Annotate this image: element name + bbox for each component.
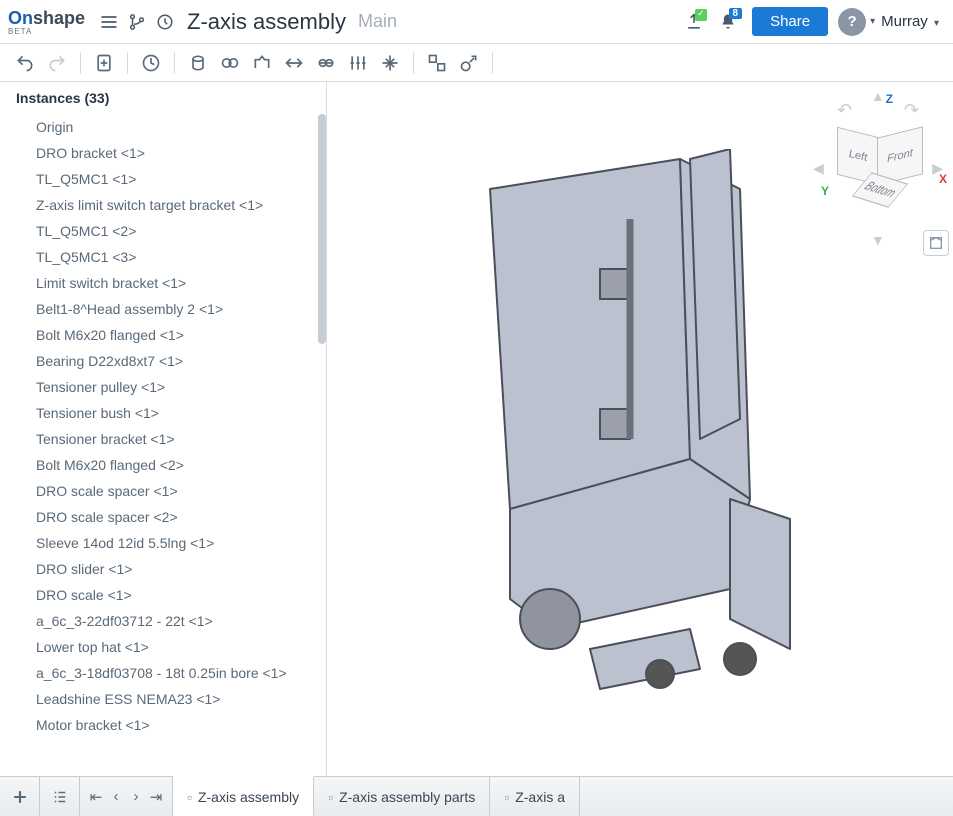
assembly-icon: ▫ xyxy=(187,789,192,805)
assembly-model[interactable] xyxy=(430,149,850,709)
view-settings-icon[interactable] xyxy=(923,230,949,256)
logo-on: On xyxy=(8,8,33,28)
tree-item[interactable]: DRO bracket <1> xyxy=(0,140,326,166)
scrollbar-track xyxy=(318,114,326,776)
tree-item[interactable]: Motor bracket <1> xyxy=(0,712,326,738)
view-cube[interactable]: ▲ ▼ ◀ ▶ ↶ ↷ Left Front Bottom Z X Y xyxy=(813,88,943,248)
last-tab-icon[interactable]: ⇥ xyxy=(146,788,166,806)
tab-assembly[interactable]: ▫ Z-axis assembly xyxy=(173,776,314,816)
tree-item[interactable]: Sleeve 14od 12id 5.5lng <1> xyxy=(0,530,326,556)
share-button[interactable]: Share xyxy=(752,7,828,36)
toolbar-separator xyxy=(413,52,414,74)
first-tab-icon[interactable]: ⇤ xyxy=(86,788,106,806)
instances-heading[interactable]: Instances (33) xyxy=(0,82,326,114)
branch-name[interactable]: Main xyxy=(358,11,397,32)
axis-z-label: Z xyxy=(886,92,893,106)
tab-label: Z-axis assembly xyxy=(198,789,299,805)
mate-revolute-button[interactable] xyxy=(247,48,277,78)
mate-fasten-button[interactable] xyxy=(215,48,245,78)
tab-label: Z-axis a xyxy=(515,789,565,805)
parts-icon: ▫ xyxy=(328,789,333,805)
tree-item[interactable]: Limit switch bracket <1> xyxy=(0,270,326,296)
tab-nav-group: ⇤ ‹ › ⇥ xyxy=(80,777,173,816)
menu-icon[interactable] xyxy=(95,8,123,36)
tree-item[interactable]: Tensioner bush <1> xyxy=(0,400,326,426)
mate-cylinder-button[interactable] xyxy=(183,48,213,78)
scrollbar-thumb[interactable] xyxy=(318,114,326,344)
logo-beta: BETA xyxy=(8,27,32,36)
add-tab-button[interactable] xyxy=(0,777,40,816)
toolbar xyxy=(0,44,953,82)
instances-list: Origin DRO bracket <1> TL_Q5MC1 <1> Z-ax… xyxy=(0,114,326,776)
tab-bar: ⇤ ‹ › ⇥ ▫ Z-axis assembly ▫ Z-axis assem… xyxy=(0,776,953,816)
mate-parallel-button[interactable] xyxy=(343,48,373,78)
user-menu[interactable]: Murray ▾ xyxy=(875,9,945,34)
history-icon[interactable] xyxy=(151,8,179,36)
tree-item[interactable]: Leadshine ESS NEMA23 <1> xyxy=(0,686,326,712)
rotate-left-icon[interactable]: ◀ xyxy=(813,160,824,177)
logo[interactable]: Onshape BETA xyxy=(8,8,85,36)
tree-item[interactable]: Z-axis limit switch target bracket <1> xyxy=(0,192,326,218)
app-header: Onshape BETA Z-axis assembly Main 8 Shar… xyxy=(0,0,953,44)
main-area: Instances (33) Origin DRO bracket <1> TL… xyxy=(0,82,953,776)
tree-item[interactable]: a_6c_3-22df03712 - 22t <1> xyxy=(0,608,326,634)
cube-faces[interactable]: Left Front Bottom xyxy=(837,118,917,208)
rotate-down-icon[interactable]: ▼ xyxy=(871,232,885,248)
mate-slider-button[interactable] xyxy=(279,48,309,78)
tree-item[interactable]: TL_Q5MC1 <2> xyxy=(0,218,326,244)
export-icon[interactable] xyxy=(680,8,708,36)
tree-item[interactable]: Tensioner bracket <1> xyxy=(0,426,326,452)
notifications-icon[interactable]: 8 xyxy=(712,8,744,36)
tree-item[interactable]: Tensioner pulley <1> xyxy=(0,374,326,400)
user-caret-icon: ▾ xyxy=(934,18,939,29)
tab-label: Z-axis assembly parts xyxy=(339,789,475,805)
toolbar-separator xyxy=(174,52,175,74)
tree-item[interactable]: Bolt M6x20 flanged <2> xyxy=(0,452,326,478)
mate-tangent-button[interactable] xyxy=(375,48,405,78)
rotate-up-icon[interactable]: ▲ xyxy=(871,88,885,104)
logo-shape: shape xyxy=(33,8,85,28)
user-name: Murray xyxy=(881,13,928,30)
tree-item[interactable]: Belt1-8^Head assembly 2 <1> xyxy=(0,296,326,322)
prev-tab-icon[interactable]: ‹ xyxy=(106,788,126,805)
toolbar-separator xyxy=(492,52,493,74)
tab-parts[interactable]: ▫ Z-axis assembly parts xyxy=(314,777,490,816)
tree-item[interactable]: Lower top hat <1> xyxy=(0,634,326,660)
tree-item[interactable]: a_6c_3-18df03708 - 18t 0.25in bore <1> xyxy=(0,660,326,686)
tree-item[interactable]: Origin xyxy=(0,114,326,140)
branch-icon[interactable] xyxy=(123,8,151,36)
tab-extra[interactable]: ▫ Z-axis a xyxy=(490,777,580,816)
insert-button[interactable] xyxy=(89,48,119,78)
axis-x-label: X xyxy=(939,172,947,186)
document-title[interactable]: Z-axis assembly xyxy=(187,9,346,35)
view-time-button[interactable] xyxy=(136,48,166,78)
tree-item[interactable]: Bearing D22xd8xt7 <1> xyxy=(0,348,326,374)
help-button[interactable]: ? xyxy=(838,8,866,36)
tab-list-button[interactable] xyxy=(40,777,80,816)
parts-icon: ▫ xyxy=(504,789,509,805)
tree-item[interactable]: DRO scale spacer <1> xyxy=(0,478,326,504)
notification-badge: 8 xyxy=(729,8,743,19)
status-check-icon xyxy=(695,9,707,21)
axis-y-label: Y xyxy=(821,184,829,198)
undo-button[interactable] xyxy=(10,48,40,78)
instances-panel: Instances (33) Origin DRO bracket <1> TL… xyxy=(0,82,327,776)
tree-item[interactable]: DRO scale <1> xyxy=(0,582,326,608)
relation-button[interactable] xyxy=(454,48,484,78)
toolbar-separator xyxy=(80,52,81,74)
tree-item[interactable]: TL_Q5MC1 <3> xyxy=(0,244,326,270)
next-tab-icon[interactable]: › xyxy=(126,788,146,805)
redo-button[interactable] xyxy=(42,48,72,78)
tree-item[interactable]: TL_Q5MC1 <1> xyxy=(0,166,326,192)
viewport-3d[interactable]: ▲ ▼ ◀ ▶ ↶ ↷ Left Front Bottom Z X Y xyxy=(327,82,953,776)
tree-item[interactable]: DRO scale spacer <2> xyxy=(0,504,326,530)
group-button[interactable] xyxy=(422,48,452,78)
tree-item[interactable]: Bolt M6x20 flanged <1> xyxy=(0,322,326,348)
toolbar-separator xyxy=(127,52,128,74)
tree-item[interactable]: DRO slider <1> xyxy=(0,556,326,582)
mate-planar-button[interactable] xyxy=(311,48,341,78)
